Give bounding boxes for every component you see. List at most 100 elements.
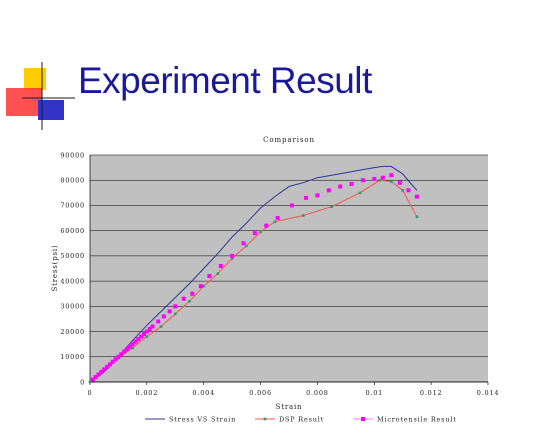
microtensile-result-point bbox=[102, 367, 107, 372]
microtensile-result-point bbox=[90, 377, 95, 382]
dsp-result-point bbox=[202, 284, 206, 288]
microtensile-result-point bbox=[156, 319, 161, 324]
y-tick-label: 80000 bbox=[60, 177, 85, 185]
legend-label: Microtensile Result bbox=[377, 415, 457, 423]
microtensile-result-point bbox=[142, 332, 147, 337]
slide-title: Experiment Result bbox=[78, 60, 372, 101]
microtensile-result-point bbox=[338, 184, 343, 189]
grid-lines bbox=[89, 154, 488, 383]
dsp-result-point bbox=[188, 299, 191, 303]
microtensile-result-point bbox=[414, 194, 419, 199]
dsp-result-point bbox=[145, 335, 149, 338]
x-tick-label: 0.012 bbox=[420, 389, 443, 397]
microtensile-result-point bbox=[315, 193, 320, 198]
microtensile-result-point bbox=[167, 309, 172, 314]
microtensile-result-point bbox=[397, 180, 402, 185]
series-dsp-result bbox=[88, 178, 419, 384]
microtensile-result-point bbox=[372, 176, 377, 181]
y-tick-label: 60000 bbox=[60, 227, 85, 235]
logo-blue-square bbox=[38, 100, 64, 120]
legend-label: DSP Result bbox=[279, 415, 324, 423]
microtensile-result-point bbox=[380, 175, 385, 180]
microtensile-result-point bbox=[406, 188, 411, 193]
chart-title: Comparison bbox=[263, 136, 315, 144]
x-axis-label: Strain bbox=[276, 403, 303, 411]
dsp-result-point bbox=[245, 244, 248, 248]
legend-label: Stress VS Strain bbox=[169, 415, 236, 423]
x-tick-label: 0.01 bbox=[365, 389, 383, 397]
axis-ticks: 0 10000 20000 30000 40000 50000 60000 70000 8000… bbox=[60, 151, 500, 397]
microtensile-result-point bbox=[241, 241, 246, 246]
y-tick-label: 0 bbox=[80, 378, 85, 386]
microtensile-result-point bbox=[207, 274, 212, 279]
microtensile-result-point bbox=[107, 362, 112, 367]
microtensile-result-point bbox=[181, 296, 186, 301]
x-tick-label: 0.008 bbox=[306, 389, 329, 397]
x-tick-label: 0.014 bbox=[477, 389, 500, 397]
microtensile-result-point bbox=[190, 291, 195, 296]
dsp-result-point bbox=[259, 230, 262, 234]
dsp-result-point bbox=[358, 191, 362, 195]
microtensile-result-point bbox=[130, 342, 135, 347]
microtensile-result-point bbox=[230, 253, 235, 258]
y-tick-label: 70000 bbox=[60, 202, 85, 210]
dsp-result-point bbox=[301, 214, 305, 217]
stress-vs-strain-line bbox=[89, 165, 418, 383]
y-tick-label: 90000 bbox=[60, 151, 85, 159]
microtensile-result-point bbox=[264, 223, 269, 228]
microtensile-result-point bbox=[252, 231, 257, 236]
series-microtensile-result bbox=[90, 173, 419, 382]
y-tick-label: 10000 bbox=[60, 353, 85, 361]
microtensile-result-point bbox=[150, 324, 155, 329]
series-stress-vs-strain bbox=[89, 165, 418, 383]
logo-red-gradient-block bbox=[6, 88, 42, 116]
microtensile-result-point bbox=[113, 357, 118, 362]
microtensile-result-point bbox=[161, 314, 166, 319]
microtensile-result-point bbox=[289, 203, 294, 208]
microtensile-result-point bbox=[99, 369, 104, 374]
dsp-result-point bbox=[173, 312, 177, 316]
microtensile-result-point bbox=[127, 344, 132, 349]
legend-item-dsp-result: DSP Result bbox=[255, 415, 324, 423]
microtensile-result-point bbox=[275, 216, 280, 221]
microtensile-result-point bbox=[139, 334, 144, 339]
x-tick-label: 0.002 bbox=[136, 389, 159, 397]
microtensile-result-point bbox=[124, 347, 129, 352]
y-axis-label: Stress(psi) bbox=[51, 245, 59, 292]
x-tick-label: 0 bbox=[88, 389, 93, 397]
microtensile-result-point bbox=[136, 337, 141, 342]
series-layer bbox=[88, 165, 419, 384]
dsp-result-point bbox=[390, 180, 393, 183]
microtensile-result-point bbox=[116, 354, 121, 359]
dsp-result-point bbox=[273, 220, 277, 224]
dsp-result-point bbox=[415, 215, 419, 219]
microtensile-result-point bbox=[326, 188, 331, 193]
microtensile-result-point bbox=[349, 182, 354, 187]
y-tick-label: 20000 bbox=[60, 328, 85, 336]
y-tick-label: 30000 bbox=[60, 303, 85, 311]
microtensile-result-point bbox=[144, 329, 149, 334]
x-tick-label: 0.004 bbox=[192, 389, 215, 397]
microtensile-result-point bbox=[93, 374, 98, 379]
microtensile-result-point bbox=[133, 339, 138, 344]
microtensile-result-point bbox=[110, 359, 115, 364]
dsp-result-point bbox=[401, 189, 405, 192]
microtensile-result-point bbox=[147, 327, 152, 332]
chart-legend: Stress VS Strain DSP Result Microtensile R… bbox=[145, 415, 457, 423]
microtensile-result-point bbox=[96, 372, 101, 377]
microtensile-result-point bbox=[218, 263, 223, 268]
y-tick-label: 40000 bbox=[60, 277, 85, 285]
microtensile-result-point bbox=[389, 173, 394, 178]
dsp-result-point bbox=[159, 325, 163, 328]
microtensile-result-point bbox=[173, 304, 178, 309]
legend-item-microtensile-result: Microtensile Result bbox=[353, 415, 457, 423]
dsp-result-point bbox=[88, 380, 92, 384]
dsp-result-point bbox=[131, 346, 134, 350]
slide-logo-decoration bbox=[6, 62, 75, 130]
y-tick-label: 50000 bbox=[60, 252, 85, 260]
logo-yellow-square bbox=[24, 68, 46, 90]
dsp-result-point bbox=[378, 178, 382, 182]
dsp-result-point bbox=[230, 257, 234, 260]
legend-marker bbox=[361, 417, 365, 421]
